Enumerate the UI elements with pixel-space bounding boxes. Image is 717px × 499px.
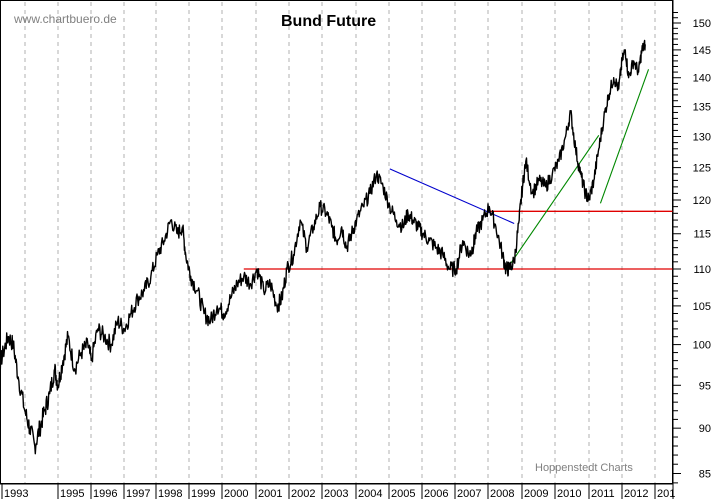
y-tick-label: 135	[693, 102, 711, 114]
x-tick-label: 1999	[191, 488, 215, 499]
x-tick-label: 2007	[457, 488, 481, 499]
x-tick-label: 2012	[624, 488, 648, 499]
x-tick-label: 201	[657, 488, 675, 499]
x-tick-label: 1998	[158, 488, 182, 499]
credit-text: Hoppenstedt Charts	[535, 462, 633, 474]
trend-line	[599, 69, 650, 204]
y-tick-label: 150	[693, 18, 711, 30]
y-axis: 85 90 95 100 105 110 115 120 125 130 135 140 145 150	[672, 0, 711, 499]
y-tick-label: 120	[693, 195, 711, 207]
y-tick-label: 105	[693, 301, 711, 313]
watermark-text: www.chartbuero.de	[13, 12, 117, 26]
x-tick-label: 2010	[557, 488, 581, 499]
y-tick-label: 140	[693, 73, 711, 85]
x-tick-label: 1995	[60, 488, 84, 499]
x-tick-label: 2009	[524, 488, 548, 499]
x-tick-label: 2004	[358, 488, 382, 499]
y-tick-label: 115	[693, 229, 711, 241]
chart-title: Bund Future	[281, 13, 376, 30]
x-tick-label: 1993	[4, 488, 28, 499]
x-tick-label: 2011	[591, 488, 615, 499]
x-tick-label: 2000	[224, 488, 248, 499]
trend-line	[505, 134, 600, 271]
x-tick-label: 2005	[391, 488, 415, 499]
y-tick-label: 100	[693, 340, 711, 352]
x-tick-label: 2002	[291, 488, 315, 499]
y-tick-label: 85	[699, 468, 711, 480]
x-axis: 1993 1995 1996 1997 1998 1999 2000 2001 2002 2003…	[0, 483, 675, 499]
y-tick-label: 145	[693, 45, 711, 57]
vertical-gridlines	[24, 2, 656, 484]
y-tick-label: 90	[699, 423, 711, 435]
y-tick-label: 95	[699, 380, 711, 392]
x-tick-label: 2006	[424, 488, 448, 499]
price-series-line	[0, 39, 646, 455]
x-tick-label: 2001	[258, 488, 282, 499]
x-tick-label: 2008	[490, 488, 514, 499]
y-tick-label: 125	[693, 163, 711, 175]
x-tick-label: 1997	[126, 488, 150, 499]
x-tick-label: 1996	[93, 488, 117, 499]
x-tick-label: 2003	[324, 488, 348, 499]
y-tick-label: 110	[693, 264, 711, 276]
y-tick-label: 130	[693, 132, 711, 144]
